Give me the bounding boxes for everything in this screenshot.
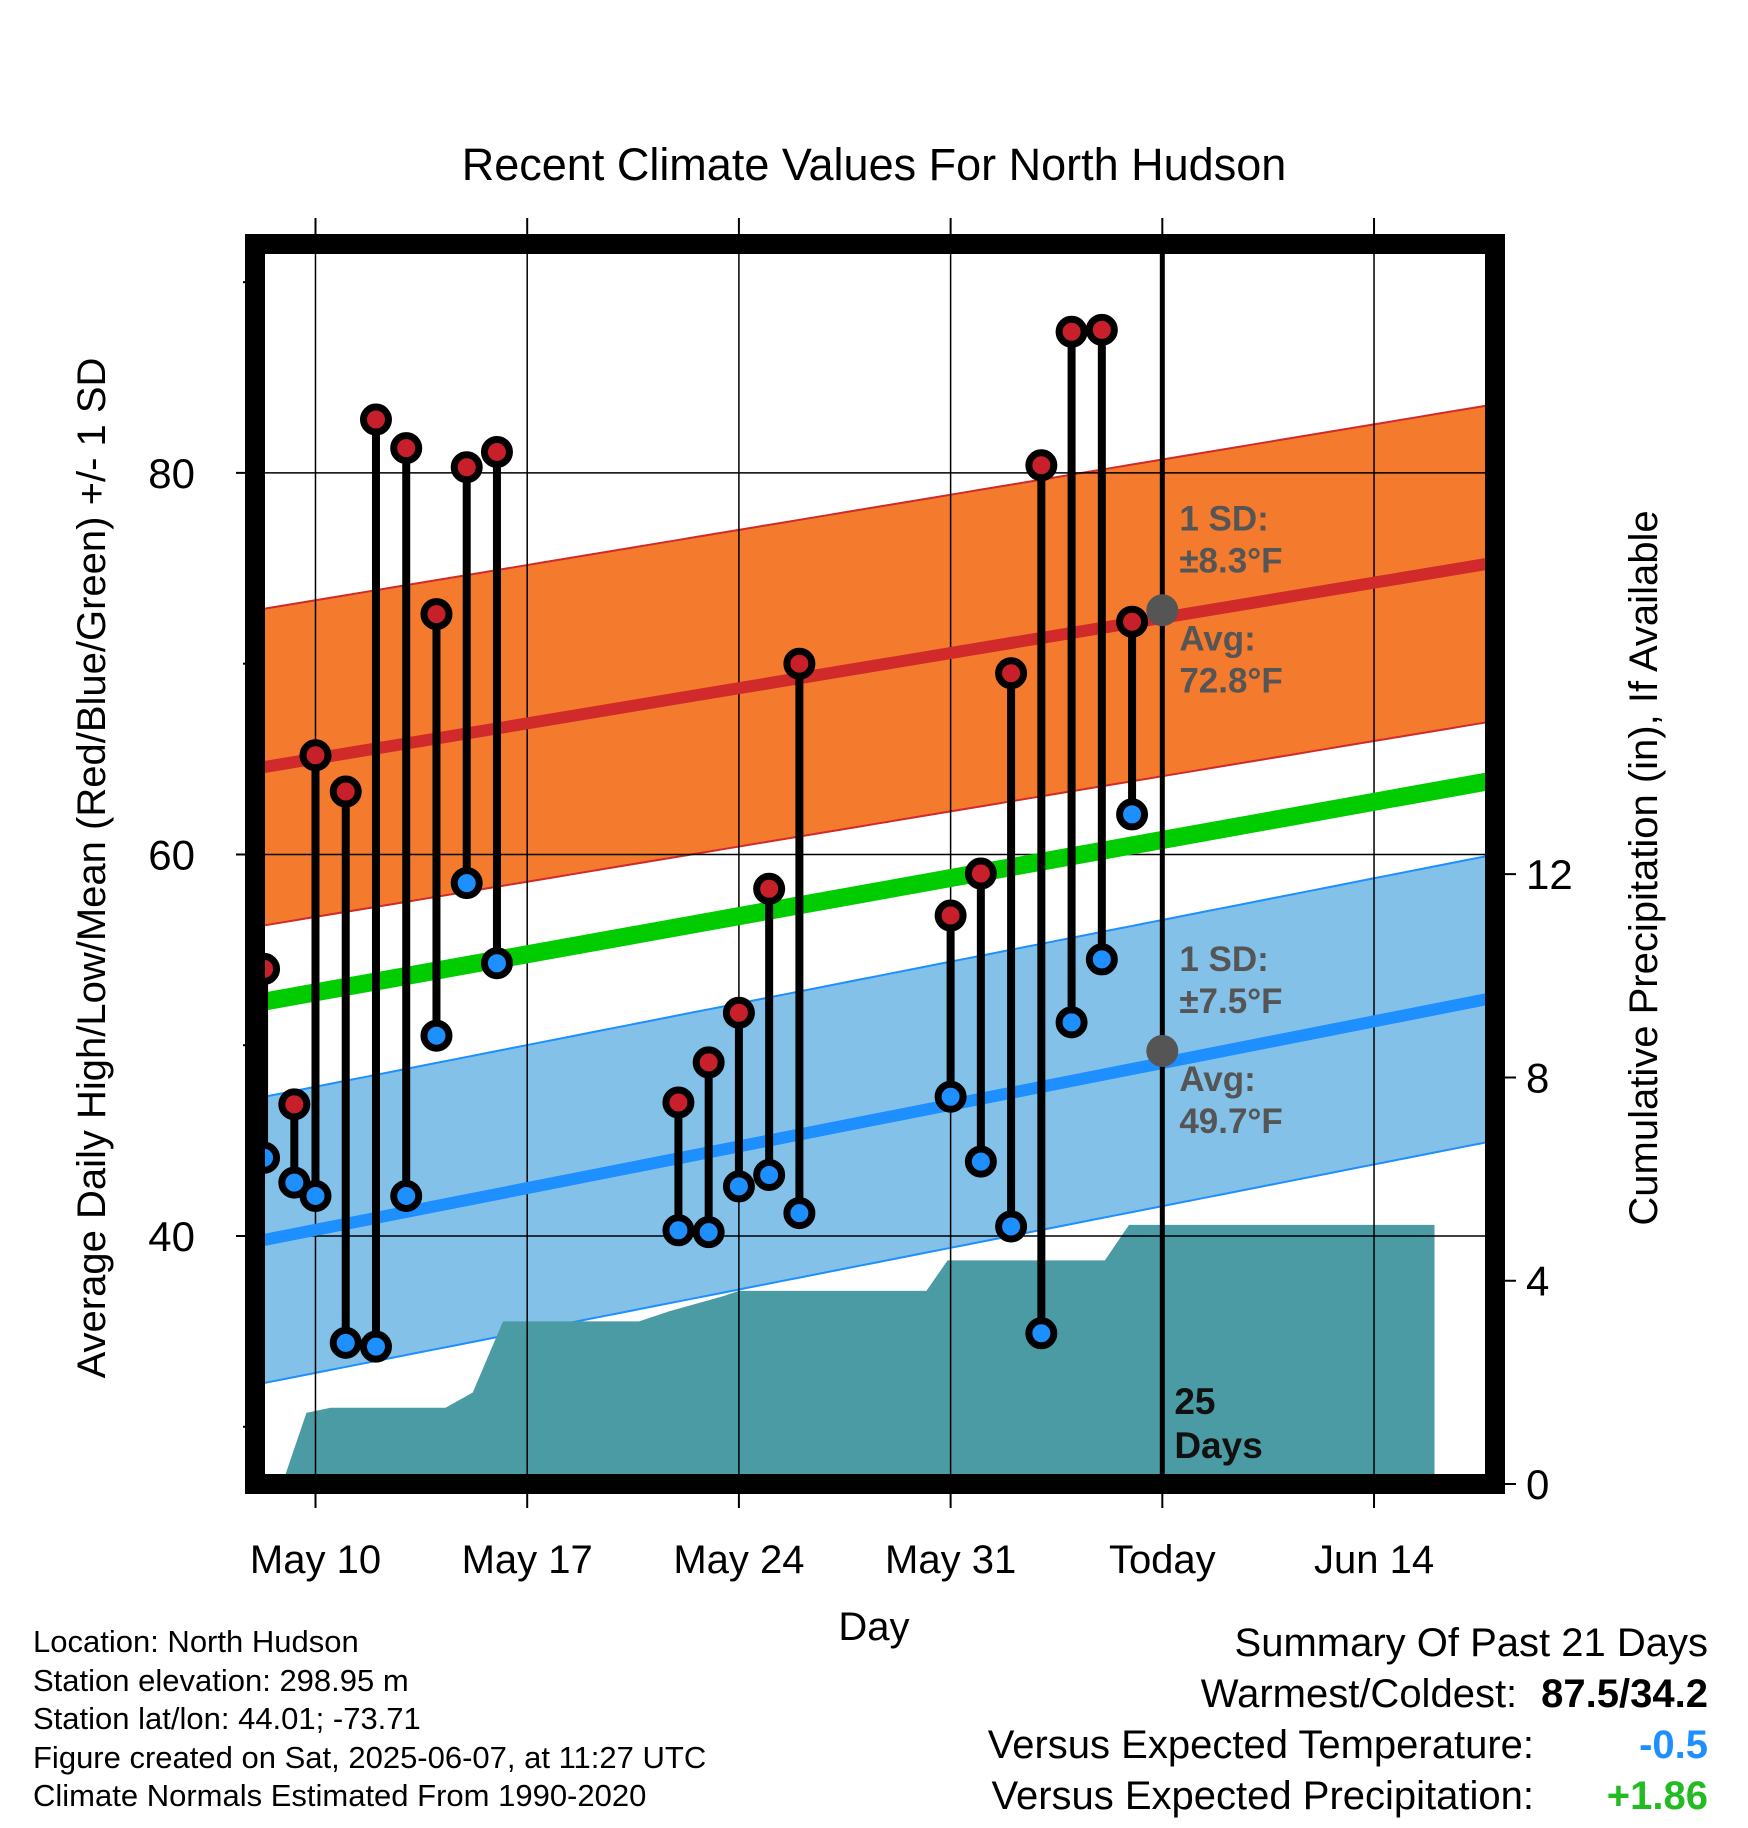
y-tick-label: 60 (148, 831, 195, 878)
x-tick-label: Jun 14 (1314, 1538, 1434, 1582)
low-dot (692, 1216, 725, 1249)
today-annotation-low: 1 SD: (1179, 940, 1268, 979)
plot-frame (245, 234, 1505, 1494)
low-dot (662, 1214, 695, 1247)
summary-title: Summary Of Past 21 Days (1234, 1621, 1708, 1665)
y2-tick-label: 8 (1526, 1054, 1549, 1101)
high-dot (390, 432, 423, 465)
temp-value: -0.5 (1639, 1723, 1708, 1767)
high-dot (722, 996, 755, 1029)
y-tick-label: 40 (148, 1213, 195, 1260)
low-dot (722, 1170, 755, 1203)
high-dot (995, 657, 1028, 690)
temp-label: Versus Expected Temperature: (987, 1723, 1534, 1767)
warm-cold-value: 87.5/34.2 (1541, 1672, 1708, 1716)
low-dot (480, 947, 513, 980)
today-annotation-high: ±8.3°F (1179, 541, 1282, 580)
elevation-text: Station elevation: 298.95 m (33, 1662, 409, 1698)
location-text: Location: North Hudson (33, 1624, 359, 1659)
low-dot (964, 1145, 997, 1178)
high-dot (753, 872, 786, 905)
low-dot (359, 1330, 392, 1363)
low-dot (1025, 1317, 1058, 1350)
low-dot (329, 1326, 362, 1359)
y2-tick-label: 0 (1526, 1461, 1549, 1508)
high-dot (299, 739, 332, 772)
precip-value: +1.86 (1606, 1774, 1708, 1818)
today-annotation-low: Avg: (1179, 1060, 1255, 1099)
x-tick-label: Today (1109, 1538, 1216, 1582)
low-avg-line (255, 991, 1495, 1248)
x-tick-label: May 17 (462, 1538, 593, 1582)
today-avg-marker (1146, 594, 1179, 627)
x-tick-label: May 31 (885, 1538, 1016, 1582)
normals-text: Climate Normals Estimated From 1990-2020 (33, 1778, 647, 1814)
today-annotation-low: 49.7°F (1179, 1102, 1283, 1141)
summary-panel: Summary Of Past 21 Days Warmest/Coldest:… (988, 1618, 1708, 1822)
high-dot (329, 775, 362, 808)
today-annotation-high: 1 SD: (1179, 499, 1268, 538)
mean-line (255, 771, 1495, 1013)
today-annotation-high: Avg: (1179, 619, 1255, 658)
low-dot (299, 1179, 332, 1212)
today-annotation-low: ±7.5°F (1179, 982, 1282, 1021)
axis-ticks: 40 60 80 0 4 8 12 May 10 May 17 May 24 May 31 Today… (148, 218, 1573, 1582)
precip-row: Versus Expected Precipitation: +1.86 (988, 1771, 1708, 1822)
y2-tick-label: 4 (1526, 1258, 1549, 1305)
warm-cold-row: Warmest/Coldest: 87.5/34.2 (988, 1669, 1708, 1720)
today-avg-marker (1146, 1034, 1179, 1067)
low-dot (934, 1080, 967, 1113)
high-dot (934, 899, 967, 932)
y2-tick-label: 12 (1526, 851, 1573, 898)
high-dot (692, 1046, 725, 1079)
y-axis-label: Average Daily High/Low/Mean (Red/Blue/Gr… (70, 358, 114, 1379)
low-dot (450, 867, 483, 900)
today-annotation-high: 72.8°F (1179, 661, 1283, 700)
high-dot (1055, 315, 1088, 348)
y2-axis-label: Cumulative Precipitation (in), If Availa… (1622, 510, 1666, 1225)
precip-label: Versus Expected Precipitation: (991, 1774, 1534, 1818)
low-dot (995, 1210, 1028, 1243)
days-label: Days (1174, 1425, 1262, 1466)
precip-area (255, 1224, 1435, 1484)
y-tick-label: 80 (148, 450, 195, 497)
temp-row: Versus Expected Temperature: -0.5 (988, 1720, 1708, 1771)
high-dot (662, 1086, 695, 1119)
high-avg-line (255, 556, 1495, 775)
low-dot (1116, 798, 1149, 831)
x-tick-label: May 24 (673, 1538, 804, 1582)
chart-title: Recent Climate Values For North Hudson (462, 139, 1287, 190)
low-dot (783, 1197, 816, 1230)
high-dot (450, 451, 483, 484)
warm-cold-label: Warmest/Coldest: (1200, 1672, 1518, 1716)
x-axis-label: Day (838, 1605, 909, 1649)
high-dot (783, 647, 816, 680)
created-text: Figure created on Sat, 2025-06-07, at 11… (33, 1739, 707, 1775)
x-tick-label: May 10 (250, 1538, 381, 1582)
high-dot (480, 435, 513, 468)
low-dot (420, 1019, 453, 1052)
high-dot (1116, 605, 1149, 638)
high-dot (1025, 449, 1058, 482)
high-dot (1085, 313, 1118, 346)
latlon-text: Station lat/lon: 44.01; -73.71 (33, 1701, 421, 1737)
station-info: Location: North Hudson Station elevation… (33, 1623, 706, 1816)
low-dot (753, 1158, 786, 1191)
low-dot (1055, 1006, 1088, 1039)
high-dot (964, 857, 997, 890)
days-label: 25 (1174, 1381, 1215, 1422)
high-dot (359, 403, 392, 436)
low-dot (1085, 943, 1118, 976)
high-dot (420, 598, 453, 631)
high-dot (278, 1088, 311, 1121)
plot-area (255, 244, 1495, 1484)
low-dot (390, 1179, 423, 1212)
